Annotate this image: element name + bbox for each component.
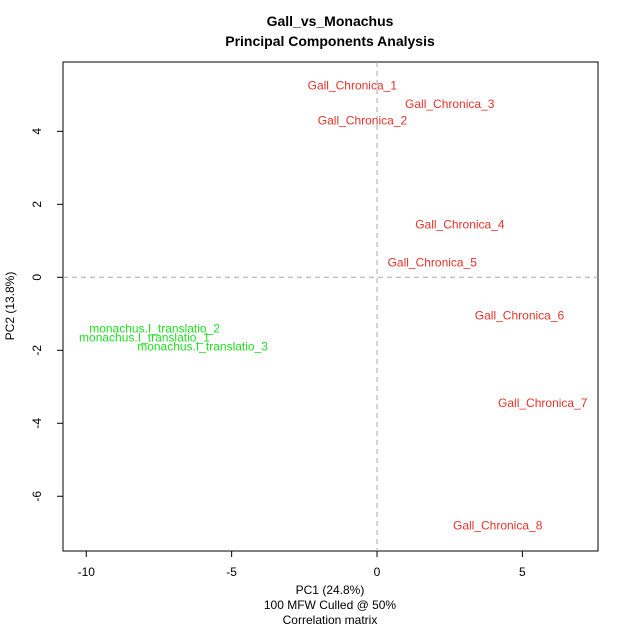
point-label: Gall_Chronica_8 [453,518,543,532]
x-axis-label-line3: Correlation matrix [283,613,378,627]
y-axis: -6 -4 -2 0 2 4 [30,128,63,502]
point-label: Gall_Chronica_3 [405,97,495,111]
y-tick-label: -6 [30,491,44,502]
point-label: Gall_Chronica_2 [318,113,408,127]
x-axis: -10 -5 0 5 [78,551,526,579]
reference-lines [63,62,598,551]
plot-frame [62,61,599,552]
chart-title: Gall_vs_Monachus [267,13,394,29]
x-axis-label-line2: 100 MFW Culled @ 50% [264,598,397,612]
y-tick-label: -4 [30,418,44,429]
point-label: Gall_Chronica_4 [415,217,505,231]
point-labels: Gall_Chronica_1 Gall_Chronica_3 Gall_Chron… [79,79,588,533]
x-tick-label: -10 [78,565,96,579]
x-axis-label: PC1 (24.8%) [296,583,365,597]
y-tick-label: 0 [30,274,44,281]
y-tick-label: -2 [30,345,44,356]
point-label: Gall_Chronica_1 [308,79,398,93]
x-tick-label: 0 [374,565,381,579]
point-label: monachus.I_translatio_3 [137,340,268,354]
x-tick-label: 5 [519,565,526,579]
point-label: Gall_Chronica_7 [498,396,588,410]
y-tick-label: 4 [30,128,44,135]
point-label: monachus.I_translatio_2 [89,321,220,335]
y-axis-label: PC2 (13.8%) [3,272,17,341]
point-label: Gall_Chronica_5 [388,256,478,270]
point-label: monachus.I_translatio_1 [79,331,210,345]
chart-subtitle: Principal Components Analysis [225,33,435,49]
x-tick-label: -5 [226,565,237,579]
point-label: Gall_Chronica_6 [475,309,565,323]
y-tick-label: 2 [30,201,44,208]
